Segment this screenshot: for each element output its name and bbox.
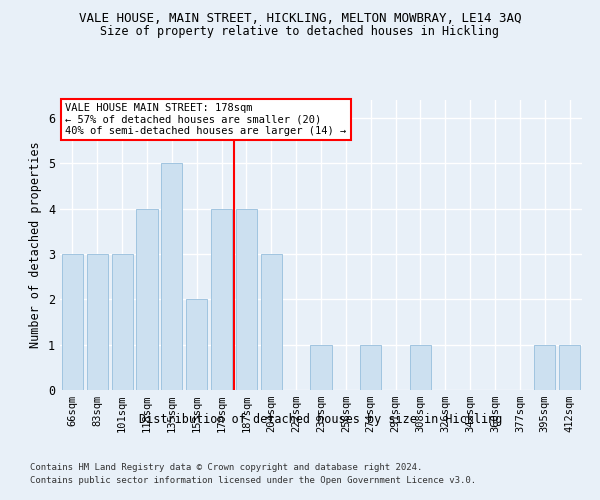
Bar	[410, 344, 431, 390]
Bar	[360, 344, 381, 390]
Bar	[261, 254, 282, 390]
Bar	[236, 209, 257, 390]
Text: Distribution of detached houses by size in Hickling: Distribution of detached houses by size …	[139, 412, 503, 426]
Bar	[186, 300, 207, 390]
Bar	[62, 254, 83, 390]
Bar	[559, 344, 580, 390]
Text: VALE HOUSE, MAIN STREET, HICKLING, MELTON MOWBRAY, LE14 3AQ: VALE HOUSE, MAIN STREET, HICKLING, MELTO…	[79, 12, 521, 26]
Bar	[310, 344, 332, 390]
Bar	[87, 254, 108, 390]
Bar	[211, 209, 232, 390]
Text: Size of property relative to detached houses in Hickling: Size of property relative to detached ho…	[101, 25, 499, 38]
Text: Contains HM Land Registry data © Crown copyright and database right 2024.: Contains HM Land Registry data © Crown c…	[30, 464, 422, 472]
Bar	[136, 209, 158, 390]
Bar	[161, 164, 182, 390]
Text: VALE HOUSE MAIN STREET: 178sqm
← 57% of detached houses are smaller (20)
40% of : VALE HOUSE MAIN STREET: 178sqm ← 57% of …	[65, 103, 346, 136]
Bar	[112, 254, 133, 390]
Y-axis label: Number of detached properties: Number of detached properties	[29, 142, 43, 348]
Bar	[534, 344, 555, 390]
Text: Contains public sector information licensed under the Open Government Licence v3: Contains public sector information licen…	[30, 476, 476, 485]
